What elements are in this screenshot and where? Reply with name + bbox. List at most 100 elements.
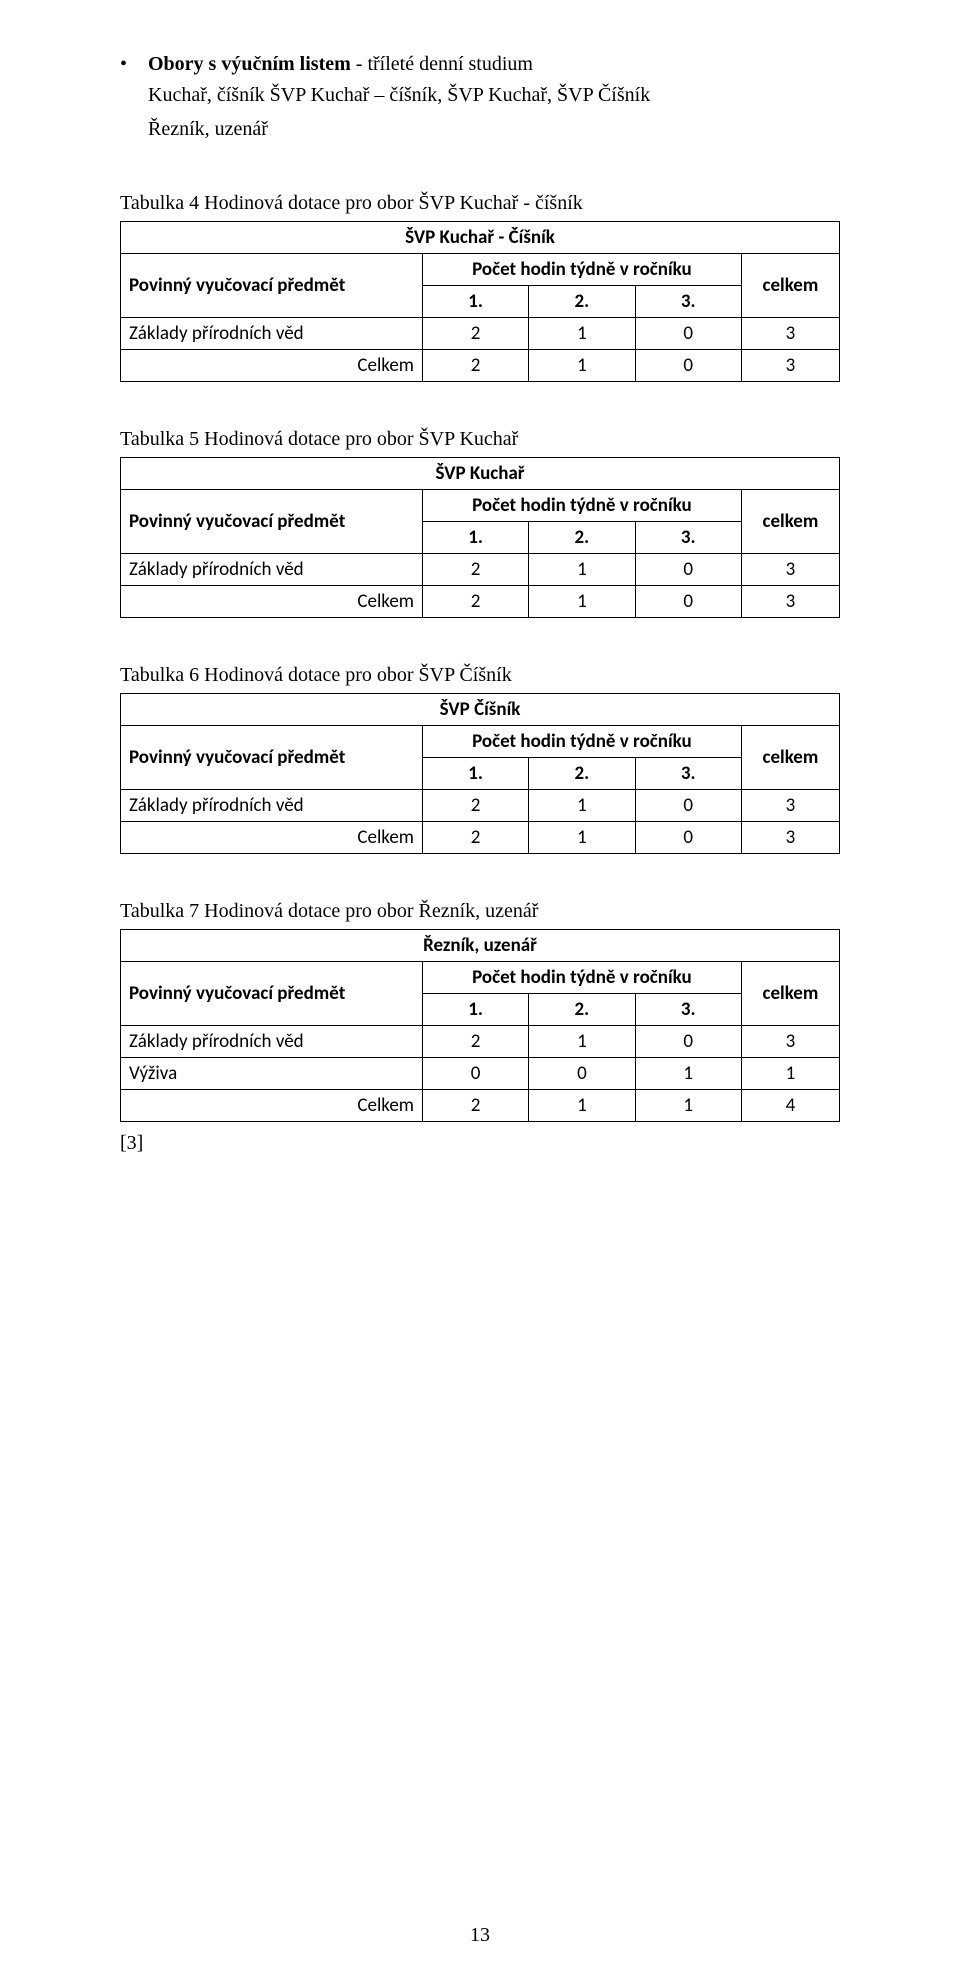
table7-celkem-label: Celkem [121, 1090, 423, 1122]
table-row: Celkem 2 1 1 4 [121, 1090, 840, 1122]
cell: 2 [422, 1026, 528, 1058]
table-row: Základy přírodních věd 2 1 0 3 [121, 554, 840, 586]
heading-bold: Obory s výučním listem [148, 53, 351, 75]
table5-year3: 3. [635, 522, 741, 554]
table5-year2: 2. [529, 522, 635, 554]
cell: 1 [529, 554, 635, 586]
table7-year2: 2. [529, 994, 635, 1026]
table4-caption: Tabulka 4 Hodinová dotace pro obor ŠVP K… [120, 192, 840, 215]
table7-program: Řezník, uzenář [121, 930, 840, 962]
table6-subject-zpv: Základy přírodních věd [121, 790, 423, 822]
bullet-icon: • [120, 50, 148, 78]
table-row: Základy přírodních věd 2 1 0 3 [121, 1026, 840, 1058]
cell: 3 [741, 586, 839, 618]
table5: ŠVP Kuchař Povinný vyučovací předmět Poč… [120, 457, 840, 618]
cell: 1 [529, 1090, 635, 1122]
table5-celkem-label: Celkem [121, 586, 423, 618]
cell: 0 [635, 586, 741, 618]
cell: 3 [741, 1026, 839, 1058]
cell: 0 [422, 1058, 528, 1090]
table6-year3: 3. [635, 758, 741, 790]
table4-year1: 1. [422, 286, 528, 318]
heading-subline-1: Kuchař, číšník ŠVP Kuchař – číšník, ŠVP … [148, 78, 840, 112]
table7-celkem-header: celkem [741, 962, 839, 1026]
page: • Obory s výučním listem - tříleté denní… [0, 0, 960, 1977]
cell: 1 [529, 350, 635, 382]
table-row: Celkem 2 1 0 3 [121, 350, 840, 382]
table4-celkem-label: Celkem [121, 350, 423, 382]
table4-program: ŠVP Kuchař - Číšník [121, 222, 840, 254]
table7-subject-vyziva: Výživa [121, 1058, 423, 1090]
cell: 2 [422, 822, 528, 854]
cell: 0 [529, 1058, 635, 1090]
table4-celkem-header: celkem [741, 254, 839, 318]
cell: 0 [635, 350, 741, 382]
table6-caption: Tabulka 6 Hodinová dotace pro obor ŠVP Č… [120, 664, 840, 687]
table5-hours-header: Počet hodin týdně v ročníku [422, 490, 741, 522]
table7-subject-zpv: Základy přírodních věd [121, 1026, 423, 1058]
cell: 0 [635, 1026, 741, 1058]
table4-year2: 2. [529, 286, 635, 318]
cell: 3 [741, 554, 839, 586]
table4-subject-zpv: Základy přírodních věd [121, 318, 423, 350]
table-row: Celkem 2 1 0 3 [121, 822, 840, 854]
table7-hours-header: Počet hodin týdně v ročníku [422, 962, 741, 994]
table6-celkem-header: celkem [741, 726, 839, 790]
table6-subject-header: Povinný vyučovací předmět [121, 726, 423, 790]
table-row: Základy přírodních věd 2 1 0 3 [121, 318, 840, 350]
table6-celkem-label: Celkem [121, 822, 423, 854]
cell: 3 [741, 350, 839, 382]
cell: 3 [741, 790, 839, 822]
cell: 1 [635, 1058, 741, 1090]
table6: ŠVP Číšník Povinný vyučovací předmět Poč… [120, 693, 840, 854]
table6-program: ŠVP Číšník [121, 694, 840, 726]
cell: 1 [635, 1090, 741, 1122]
cell: 2 [422, 554, 528, 586]
heading-block: • Obory s výučním listem - tříleté denní… [120, 50, 840, 146]
cell: 1 [741, 1058, 839, 1090]
cell: 3 [741, 822, 839, 854]
cell: 0 [635, 318, 741, 350]
cell: 0 [635, 790, 741, 822]
heading-normal: - tříleté denní studium [351, 53, 533, 75]
table5-program: ŠVP Kuchař [121, 458, 840, 490]
cell: 4 [741, 1090, 839, 1122]
heading-subline-2: Řezník, uzenář [148, 112, 840, 146]
table-row: Základy přírodních věd 2 1 0 3 [121, 790, 840, 822]
cell: 3 [741, 318, 839, 350]
cell: 1 [529, 1026, 635, 1058]
cell: 1 [529, 790, 635, 822]
cell: 2 [422, 318, 528, 350]
table7-caption: Tabulka 7 Hodinová dotace pro obor Řezní… [120, 900, 840, 923]
heading-line-1: • Obory s výučním listem - tříleté denní… [120, 50, 840, 78]
cell: 2 [422, 350, 528, 382]
heading-text: Obory s výučním listem - tříleté denní s… [148, 50, 533, 78]
cell: 0 [635, 822, 741, 854]
table7: Řezník, uzenář Povinný vyučovací předmět… [120, 929, 840, 1122]
table4: ŠVP Kuchař - Číšník Povinný vyučovací př… [120, 221, 840, 382]
table5-subject-zpv: Základy přírodních věd [121, 554, 423, 586]
table5-subject-header: Povinný vyučovací předmět [121, 490, 423, 554]
table5-year1: 1. [422, 522, 528, 554]
table7-year3: 3. [635, 994, 741, 1026]
page-number: 13 [0, 1924, 960, 1947]
reference-marker: [3] [120, 1132, 840, 1155]
cell: 2 [422, 1090, 528, 1122]
table6-year2: 2. [529, 758, 635, 790]
table4-year3: 3. [635, 286, 741, 318]
table5-caption: Tabulka 5 Hodinová dotace pro obor ŠVP K… [120, 428, 840, 451]
table7-year1: 1. [422, 994, 528, 1026]
table-row: Výživa 0 0 1 1 [121, 1058, 840, 1090]
table-row: Celkem 2 1 0 3 [121, 586, 840, 618]
table6-hours-header: Počet hodin týdně v ročníku [422, 726, 741, 758]
table4-hours-header: Počet hodin týdně v ročníku [422, 254, 741, 286]
cell: 1 [529, 318, 635, 350]
cell: 1 [529, 822, 635, 854]
cell: 1 [529, 586, 635, 618]
table5-celkem-header: celkem [741, 490, 839, 554]
cell: 0 [635, 554, 741, 586]
table4-subject-header: Povinný vyučovací předmět [121, 254, 423, 318]
table6-year1: 1. [422, 758, 528, 790]
cell: 2 [422, 586, 528, 618]
table7-subject-header: Povinný vyučovací předmět [121, 962, 423, 1026]
